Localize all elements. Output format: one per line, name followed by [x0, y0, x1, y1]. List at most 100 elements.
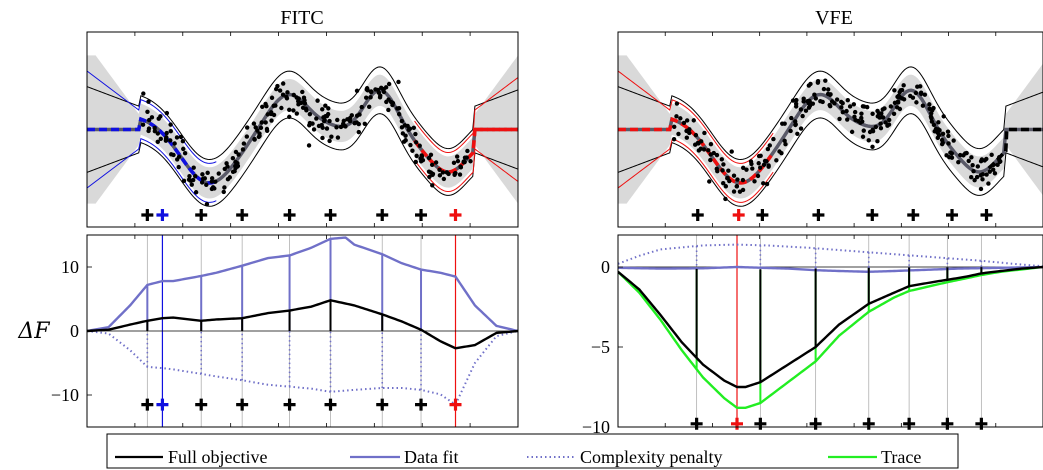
data-point [723, 196, 728, 202]
data-point [437, 173, 443, 178]
data-point [803, 108, 809, 113]
data-point [971, 168, 976, 174]
data-point [441, 176, 447, 182]
data-point [396, 111, 402, 117]
data-point [235, 164, 240, 169]
data-point [291, 108, 296, 113]
data-point [454, 154, 460, 159]
data-point [987, 169, 992, 174]
series-complexity-penalty [618, 243, 1043, 268]
data-point [401, 139, 407, 144]
data-point [756, 153, 762, 159]
plot-area [618, 235, 1043, 427]
data-point [256, 134, 262, 140]
data-point [213, 179, 218, 184]
inducing-point-marker [754, 417, 767, 430]
data-point [708, 141, 714, 147]
data-point [279, 105, 284, 111]
data-point [368, 95, 373, 100]
data-point [888, 104, 894, 109]
data-point [725, 175, 730, 181]
data-point [437, 167, 442, 172]
data-point [149, 115, 155, 120]
data-point [320, 107, 325, 112]
data-point [711, 150, 716, 156]
data-point [216, 171, 221, 176]
data-point [956, 159, 961, 165]
plot-area [618, 55, 1043, 207]
data-point [327, 118, 332, 124]
data-point [323, 103, 328, 108]
data-point [269, 118, 274, 123]
data-point [277, 88, 283, 93]
data-point [457, 172, 463, 177]
data-point [233, 149, 239, 155]
data-point [311, 127, 317, 132]
data-point [929, 119, 935, 124]
data-point [300, 89, 305, 95]
data-point [232, 168, 237, 174]
data-point [419, 153, 424, 158]
data-point [894, 105, 900, 110]
data-point [789, 115, 794, 121]
data-point [244, 134, 250, 139]
data-point [761, 162, 767, 167]
uncertainty-band [618, 55, 1043, 204]
data-point [788, 128, 793, 134]
red-envelope-lower [618, 138, 774, 203]
data-point [403, 133, 408, 138]
data-point [176, 164, 181, 170]
data-point [875, 139, 880, 144]
inducing-point-marker [866, 209, 879, 221]
data-point [200, 176, 206, 182]
data-point [386, 81, 392, 87]
data-point [169, 152, 174, 157]
data-point [992, 171, 998, 176]
data-point [913, 90, 919, 96]
data-point [417, 143, 422, 148]
data-point [180, 139, 186, 144]
data-point [828, 103, 833, 109]
removed-point-red-marker [449, 209, 462, 221]
data-point [801, 99, 806, 104]
data-point [399, 125, 405, 130]
inducing-point-marker [141, 209, 154, 221]
data-point [744, 167, 749, 172]
data-point [187, 173, 192, 179]
y-tick-label: 10 [61, 257, 79, 277]
data-point [687, 130, 692, 136]
data-point [949, 151, 955, 156]
inducing-point-marker [415, 398, 428, 411]
data-point [158, 136, 163, 142]
data-point [707, 179, 712, 184]
data-point [152, 125, 157, 131]
data-point [465, 148, 470, 154]
data-point [980, 177, 985, 182]
data-point [972, 177, 977, 183]
data-point [304, 108, 309, 113]
data-point [790, 98, 796, 103]
lower-bound-line [618, 113, 1043, 207]
data-point [674, 114, 679, 119]
blue-envelope-upper [87, 70, 217, 164]
data-point [158, 114, 163, 119]
inducing-point-marker [903, 417, 916, 430]
data-point [146, 126, 152, 131]
data-point [800, 113, 805, 119]
data-point [426, 169, 432, 174]
y-tick-label: 0 [601, 257, 610, 277]
upper-bound-line [618, 66, 1043, 161]
data-point [978, 186, 984, 192]
data-point [892, 88, 897, 93]
series-data-fit [618, 265, 1043, 274]
data-point [698, 139, 704, 144]
data-point [782, 121, 787, 126]
data-point [284, 96, 290, 101]
data-point [914, 100, 919, 105]
data-point [731, 189, 737, 194]
data-point [468, 159, 473, 164]
data-point [269, 95, 275, 100]
data-point [859, 115, 864, 121]
data-point [354, 120, 359, 125]
data-point [335, 117, 340, 123]
